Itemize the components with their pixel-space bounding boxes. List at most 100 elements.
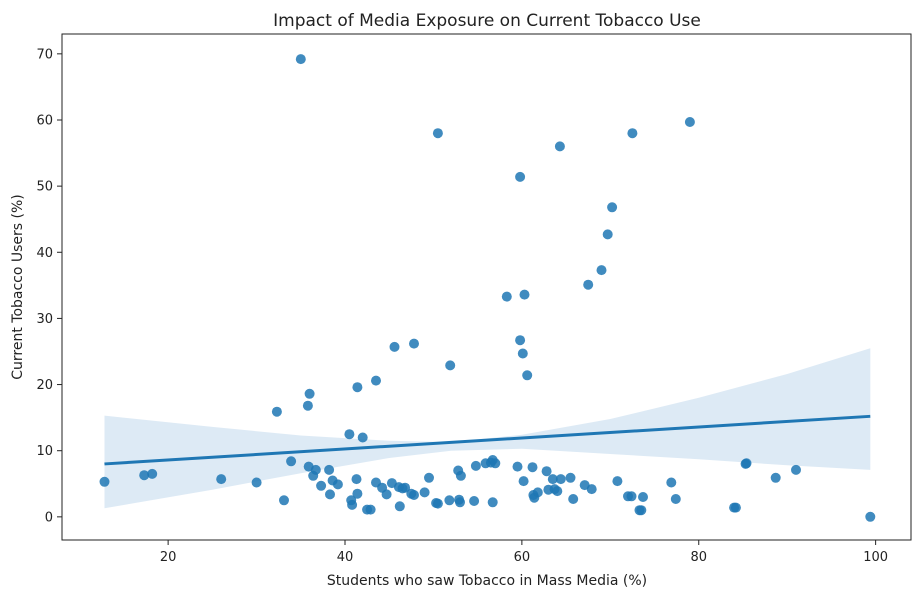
data-point-70 xyxy=(490,458,501,469)
data-point-99 xyxy=(741,458,752,469)
data-point-57 xyxy=(424,472,434,483)
data-point-13 xyxy=(517,348,528,359)
data-point-73 xyxy=(518,476,529,487)
data-point-10 xyxy=(501,291,512,302)
data-point-95 xyxy=(670,494,681,504)
data-point-42 xyxy=(351,474,362,485)
data-point-19 xyxy=(352,382,363,393)
regression-line xyxy=(104,414,871,466)
data-point-5 xyxy=(515,171,526,182)
confidence-band xyxy=(104,348,871,509)
data-point-31 xyxy=(286,456,297,467)
y-tick-label-10: 10 xyxy=(36,444,53,459)
data-point-80 xyxy=(547,474,558,485)
y-tick-label-70: 70 xyxy=(36,47,53,62)
data-point-34 xyxy=(310,464,321,475)
y-tick-label-50: 50 xyxy=(36,180,53,195)
data-point-100 xyxy=(770,472,781,483)
data-points xyxy=(99,54,876,522)
data-point-97 xyxy=(730,502,741,513)
y-tick-label-20: 20 xyxy=(36,378,53,393)
data-point-72 xyxy=(512,461,523,472)
data-point-55 xyxy=(409,490,419,500)
data-point-6 xyxy=(607,202,618,213)
data-point-66 xyxy=(470,460,481,471)
y-tick-label-30: 30 xyxy=(36,312,53,327)
data-point-24 xyxy=(357,432,368,443)
data-point-74 xyxy=(527,462,538,473)
data-point-90 xyxy=(626,491,637,502)
data-point-94 xyxy=(666,477,677,488)
x-tick-label-40: 40 xyxy=(337,550,354,565)
data-point-56 xyxy=(419,487,430,498)
y-tick-label-40: 40 xyxy=(36,246,53,261)
plot-frame xyxy=(61,33,912,541)
data-point-27 xyxy=(147,468,158,479)
x-axis-ticks: 20 40 60 80 100 xyxy=(160,540,888,565)
data-point-60 xyxy=(444,495,455,506)
data-point-25 xyxy=(99,476,110,487)
data-point-17 xyxy=(445,360,456,371)
data-point-7 xyxy=(602,229,613,240)
data-point-8 xyxy=(596,265,607,276)
data-point-63 xyxy=(455,497,465,508)
data-point-26 xyxy=(139,470,150,481)
data-point-77 xyxy=(532,487,543,498)
data-point-48 xyxy=(381,489,392,500)
data-point-65 xyxy=(469,496,480,506)
data-point-4 xyxy=(554,141,565,152)
x-tick-label-20: 20 xyxy=(160,550,177,565)
data-point-37 xyxy=(325,489,335,500)
data-point-78 xyxy=(541,466,552,477)
data-point-59 xyxy=(432,498,443,509)
data-point-102 xyxy=(865,511,876,522)
chart-title: Impact of Media Exposure on Current Toba… xyxy=(273,11,701,31)
data-point-41 xyxy=(347,499,358,510)
data-point-12 xyxy=(515,335,526,346)
data-point-16 xyxy=(409,338,419,349)
y-axis-label: Current Tobacco Users (%) xyxy=(10,194,26,380)
data-point-18 xyxy=(371,375,381,386)
data-point-84 xyxy=(565,472,576,483)
data-point-83 xyxy=(555,474,566,485)
data-point-93 xyxy=(638,492,648,502)
data-point-43 xyxy=(352,488,363,499)
x-tick-label-80: 80 xyxy=(690,550,707,565)
data-point-1 xyxy=(432,128,443,139)
data-point-23 xyxy=(344,429,355,440)
x-tick-label-100: 100 xyxy=(863,550,888,565)
data-point-14 xyxy=(522,370,533,381)
data-point-15 xyxy=(389,341,400,352)
data-point-50 xyxy=(394,501,405,512)
data-point-101 xyxy=(791,464,801,475)
data-point-71 xyxy=(487,497,498,508)
data-point-39 xyxy=(332,479,343,490)
data-point-64 xyxy=(455,470,466,481)
data-point-85 xyxy=(568,494,579,504)
data-point-92 xyxy=(636,505,647,516)
data-point-11 xyxy=(519,289,530,300)
data-point-9 xyxy=(583,279,594,290)
data-point-0 xyxy=(295,54,306,65)
x-axis-label: Students who saw Tobacco in Mass Media (… xyxy=(327,573,647,589)
data-point-22 xyxy=(271,406,282,417)
data-point-29 xyxy=(251,477,262,488)
y-tick-label-0: 0 xyxy=(45,510,53,525)
data-point-3 xyxy=(684,117,695,127)
data-point-88 xyxy=(612,476,623,487)
data-point-20 xyxy=(304,388,315,399)
data-point-53 xyxy=(400,482,411,493)
data-point-45 xyxy=(365,504,376,515)
data-point-28 xyxy=(216,474,227,485)
plot-area xyxy=(99,54,876,522)
data-point-30 xyxy=(279,495,289,506)
data-point-35 xyxy=(316,480,327,491)
data-point-2 xyxy=(627,128,638,139)
y-tick-label-60: 60 xyxy=(36,113,53,128)
y-axis-ticks: 0 10 20 30 40 50 60 70 xyxy=(36,47,62,525)
data-point-82 xyxy=(552,486,563,497)
data-point-87 xyxy=(586,484,597,495)
data-point-21 xyxy=(302,400,313,411)
x-tick-label-60: 60 xyxy=(514,550,531,565)
